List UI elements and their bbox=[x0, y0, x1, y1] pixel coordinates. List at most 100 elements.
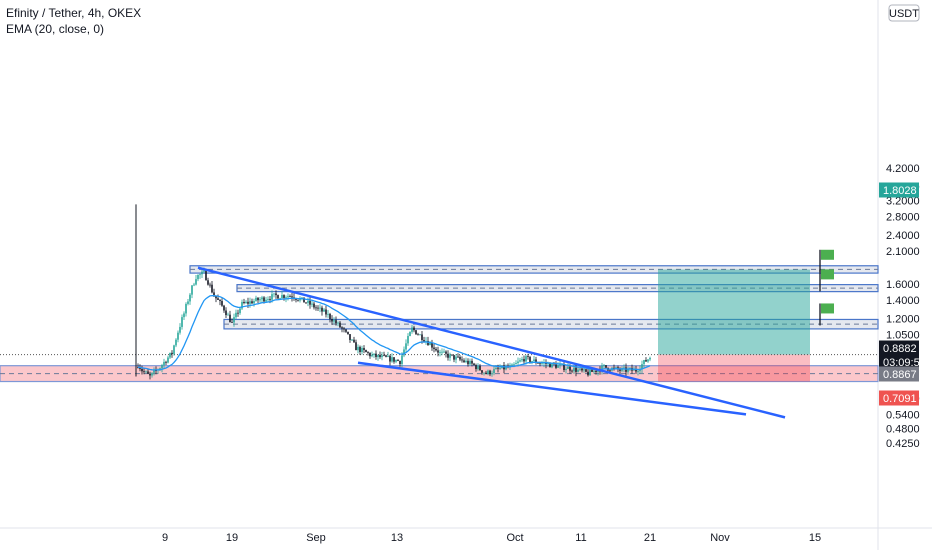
candle-body bbox=[219, 299, 221, 302]
candle-body bbox=[145, 371, 147, 373]
candle-body bbox=[487, 370, 489, 374]
candle-body bbox=[641, 364, 643, 370]
candle-body bbox=[155, 370, 157, 371]
currency-label: USDT bbox=[889, 8, 919, 20]
candle-body bbox=[351, 339, 353, 341]
candle-body bbox=[355, 342, 357, 351]
candle-body bbox=[505, 366, 507, 370]
x-tick-label: 15 bbox=[809, 532, 821, 544]
candle-body bbox=[249, 301, 251, 304]
candle-body bbox=[389, 355, 391, 362]
candle-body bbox=[411, 327, 413, 332]
candle-body bbox=[319, 307, 321, 309]
candle-body bbox=[331, 318, 333, 322]
price-tag-label: 1.8028 bbox=[883, 185, 917, 197]
candle-body bbox=[535, 359, 537, 363]
candle-body bbox=[413, 327, 415, 331]
candle-body bbox=[555, 364, 557, 368]
candle-body bbox=[217, 298, 219, 300]
candle-body bbox=[479, 365, 481, 371]
candle-body bbox=[439, 351, 441, 353]
price-tag-label: 0.8882 bbox=[883, 343, 917, 355]
candle-body bbox=[241, 301, 243, 309]
candle-body bbox=[513, 364, 515, 366]
candle-body bbox=[175, 339, 177, 346]
x-tick-label: 13 bbox=[391, 532, 403, 544]
x-tick-label: 9 bbox=[162, 532, 168, 544]
candle-body bbox=[299, 298, 301, 301]
candle-body bbox=[453, 355, 455, 360]
candle-body bbox=[569, 366, 571, 371]
candle-body bbox=[519, 360, 521, 362]
candle-body bbox=[575, 367, 577, 372]
candle-body bbox=[377, 354, 379, 357]
candle-body bbox=[623, 367, 625, 369]
candle-body bbox=[533, 359, 535, 362]
candle-body bbox=[203, 270, 205, 272]
candle-body bbox=[337, 322, 339, 324]
candle-body bbox=[525, 356, 527, 362]
candle-body bbox=[173, 345, 175, 354]
candle-body bbox=[381, 355, 383, 358]
candle-body bbox=[443, 351, 445, 353]
candle-body bbox=[205, 270, 207, 281]
candle-body bbox=[571, 370, 573, 372]
candle-body bbox=[277, 295, 279, 299]
candle-body bbox=[303, 297, 305, 303]
candle-body bbox=[429, 342, 431, 346]
candle-body bbox=[537, 362, 539, 364]
candle-body bbox=[255, 297, 257, 302]
candle-body bbox=[551, 362, 553, 368]
candle-body bbox=[415, 330, 417, 335]
candle-body bbox=[401, 355, 403, 365]
candle-body bbox=[233, 317, 235, 323]
candle-body bbox=[549, 363, 551, 368]
candle-body bbox=[491, 373, 493, 375]
candle-body bbox=[431, 342, 433, 348]
indicator-legend[interactable]: EMA (20, close, 0) bbox=[6, 22, 104, 36]
candle-body bbox=[251, 301, 253, 304]
candle-body bbox=[349, 334, 351, 340]
candle-body bbox=[339, 322, 341, 328]
price-tag-label: 0.8867 bbox=[883, 369, 917, 381]
candle-body bbox=[309, 300, 311, 305]
candle-body bbox=[643, 360, 645, 365]
candle-body bbox=[515, 363, 517, 365]
candle-body bbox=[253, 301, 255, 304]
candle-body bbox=[579, 368, 581, 370]
candle-body bbox=[573, 367, 575, 372]
flag-icon bbox=[819, 269, 834, 292]
candle-body bbox=[647, 359, 649, 362]
candle-body bbox=[511, 364, 513, 366]
candle-body bbox=[627, 368, 629, 372]
candle-body bbox=[427, 340, 429, 346]
candle-body bbox=[361, 348, 363, 352]
candle-body bbox=[645, 360, 647, 362]
candle-body bbox=[345, 329, 347, 332]
candle-body bbox=[321, 307, 323, 312]
y-tick-label: 1.2000 bbox=[886, 313, 920, 325]
flag-icon bbox=[819, 249, 834, 272]
y-tick-label: 0.4250 bbox=[886, 438, 920, 450]
candle-body bbox=[365, 350, 367, 353]
candle-body bbox=[317, 307, 319, 309]
candle-body bbox=[471, 360, 473, 364]
candle-body bbox=[341, 327, 343, 329]
candle-body bbox=[353, 339, 355, 343]
candle-body bbox=[171, 352, 173, 354]
candle-body bbox=[375, 353, 377, 357]
candle-body bbox=[335, 320, 337, 324]
candle-body bbox=[325, 309, 327, 315]
y-tick-label: 0.4800 bbox=[886, 424, 920, 436]
candle-body bbox=[181, 317, 183, 327]
candle-body bbox=[227, 314, 229, 316]
candle-body bbox=[343, 328, 345, 330]
candle-body bbox=[565, 368, 567, 370]
candle-body bbox=[467, 360, 469, 365]
candle-body bbox=[521, 359, 523, 361]
candle-body bbox=[613, 367, 615, 369]
y-tick-label: 4.2000 bbox=[886, 163, 920, 175]
x-tick-label: Oct bbox=[506, 532, 523, 544]
candle-body bbox=[247, 301, 249, 304]
